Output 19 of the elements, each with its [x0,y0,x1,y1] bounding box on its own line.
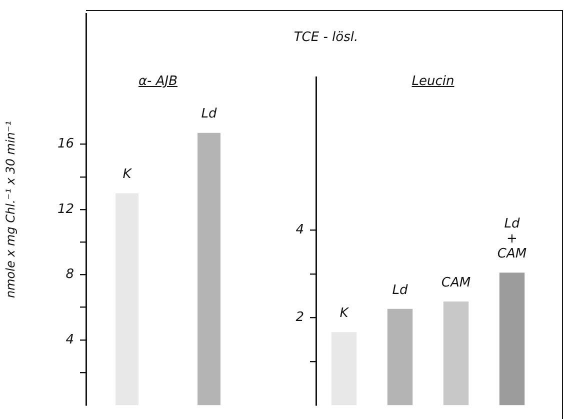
y-tick-label: 4 [296,222,304,238]
y-tick-label: 16 [57,136,74,152]
bar [499,272,525,406]
x-tick-label: K [340,306,350,321]
y-tick-label: 12 [57,202,74,217]
y-tick-label: 2 [296,310,304,326]
bar [387,308,413,406]
y-tick-label: 4 [66,332,74,348]
text: α- AJB [138,74,178,89]
x-tick-label: Ld [201,106,218,122]
x-tick-label: Ld + CAM [497,216,527,262]
chart-title: TCE - lösl. [294,30,358,45]
x-tick-label: CAM [441,275,471,290]
bar [443,301,469,406]
x-tick-label: Ld [392,282,408,298]
chart-subtitle: Leucin [412,74,454,89]
y-tick-label: 8 [66,267,74,282]
y-axis-title: nmole x mg Chl.⁻¹ x 30 min⁻¹ [3,120,18,298]
x-tick-label: K [122,167,133,182]
